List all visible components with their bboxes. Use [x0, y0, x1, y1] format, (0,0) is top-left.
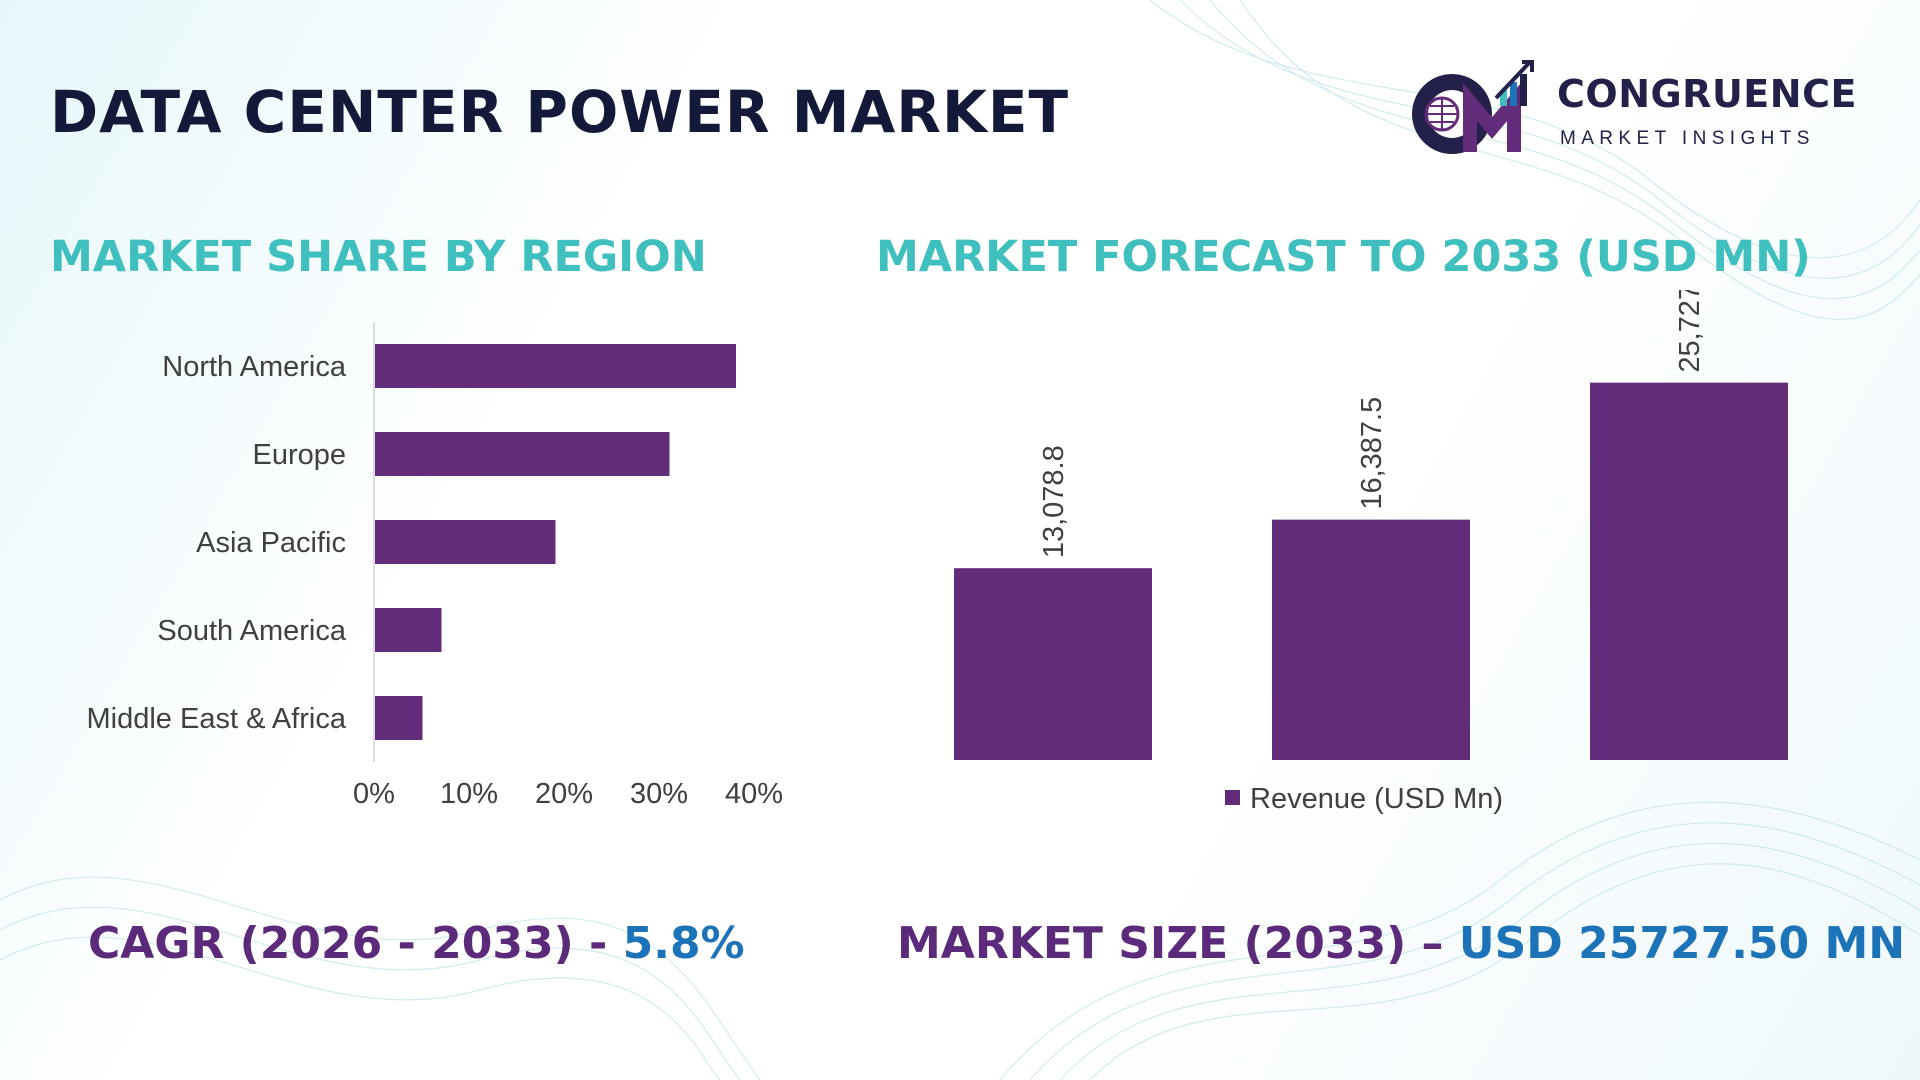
category-label: Middle East & Africa [87, 703, 347, 735]
market-size-value: USD 25727.50 MN [1458, 918, 1906, 969]
region-share-chart: North America Europe Asia Pacific South Ame… [87, 322, 783, 810]
region-bar [375, 696, 423, 740]
brand-name: CONGRUENCE [1557, 72, 1857, 116]
data-label: 16,387.5 [1356, 397, 1388, 510]
data-label: 13,078.8 [1038, 445, 1070, 558]
region-bar [375, 432, 670, 476]
category-label: Asia Pacific [196, 527, 346, 559]
market-size-summary: MARKET SIZE (2033) – USD 25727.50 MN [897, 918, 1905, 969]
brand-logo: CONGRUENCE MARKET INSIGHTS [1400, 52, 1890, 162]
x-tick-label: 10% [440, 778, 498, 810]
forecast-title: MARKET FORECAST TO 2033 (USD MN) [876, 232, 1811, 282]
cagr-label: CAGR (2026 - 2033) - [88, 918, 623, 969]
x-tick-label: 30% [630, 778, 688, 810]
cagr-summary: CAGR (2026 - 2033) - 5.8% [88, 918, 745, 969]
region-bar [375, 608, 442, 652]
revenue-bar [954, 568, 1152, 760]
forecast-chart: 13,078.8 16,387.5 25,727.5 Revenue (USD Mn) [954, 290, 1788, 815]
region-bar [375, 344, 736, 388]
revenue-bar [1272, 519, 1470, 760]
region-share-title: MARKET SHARE BY REGION [50, 232, 707, 282]
brand-tagline: MARKET INSIGHTS [1560, 128, 1815, 149]
logo-mark-icon [1412, 60, 1534, 154]
data-label: 25,727.5 [1674, 290, 1706, 373]
legend-label: Revenue (USD Mn) [1250, 783, 1503, 815]
revenue-bar [1590, 382, 1788, 760]
region-bar [375, 520, 556, 564]
page-title: DATA CENTER POWER MARKET [50, 78, 1070, 146]
category-label: North America [162, 351, 347, 383]
x-tick-label: 40% [725, 778, 783, 810]
x-tick-label: 0% [353, 778, 395, 810]
cagr-value: 5.8% [622, 918, 745, 969]
legend-swatch [1225, 790, 1240, 805]
x-tick-label: 20% [535, 778, 593, 810]
category-label: South America [157, 615, 346, 647]
market-size-label: MARKET SIZE (2033) – [897, 918, 1459, 969]
category-label: Europe [252, 439, 346, 471]
